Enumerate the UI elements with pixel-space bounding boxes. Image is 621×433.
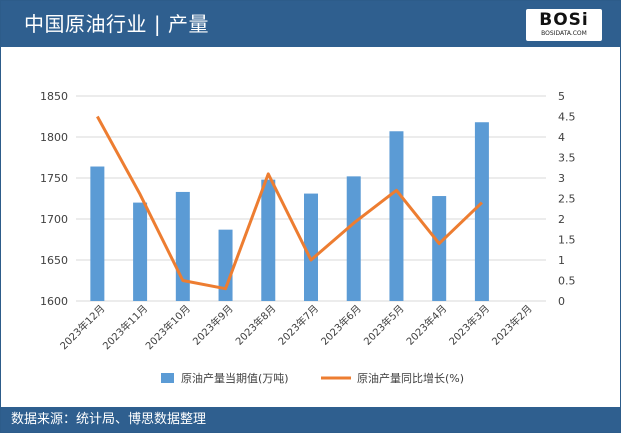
x-tick-label: 2023年7月 [275, 302, 321, 348]
y-left-tick-label: 1800 [40, 131, 68, 144]
y-right-tick-label: 0.5 [558, 275, 576, 288]
y-right-tick-label: 2.5 [558, 193, 576, 206]
bar [218, 229, 233, 301]
y-right-tick-label: 2 [558, 213, 565, 226]
y-left-tick-label: 1850 [40, 90, 68, 103]
x-tick-label: 2023年4月 [403, 302, 449, 348]
legend-line-label: 原油产量同比增长(%) [357, 371, 464, 385]
logo-subtext: BOSIDATA.COM [541, 30, 587, 37]
bar [304, 193, 318, 301]
x-tick-label: 2023年8月 [233, 302, 279, 348]
x-tick-label: 2023年10月 [143, 302, 193, 352]
growth-line [96, 115, 483, 291]
x-tick-label: 2023年9月 [190, 302, 236, 348]
y-left-tick-label: 1600 [40, 295, 68, 308]
bar [133, 202, 148, 301]
bar [261, 179, 276, 301]
y-right-tick-label: 4 [558, 131, 565, 144]
data-source: 数据来源：统计局、博思数据整理 [11, 412, 207, 427]
header-bar: 中国原油行业 | 产量 BOSi BOSIDATA.COM [1, 1, 620, 47]
footer-bar: 数据来源：统计局、博思数据整理 [1, 407, 620, 432]
y-right-tick-label: 3.5 [558, 152, 576, 165]
bar [389, 131, 404, 301]
page-title: 中国原油行业 | 产量 [24, 12, 209, 36]
y-right-tick-label: 1.5 [558, 234, 576, 247]
legend-bar-label: 原油产量当期值(万吨) [181, 371, 289, 385]
bosi-logo: BOSi BOSIDATA.COM [526, 9, 602, 41]
x-tick-label: 2023年6月 [318, 302, 364, 348]
bar [175, 191, 190, 301]
y-right-tick-label: 5 [558, 90, 565, 103]
x-tick-label: 2023年11月 [100, 302, 150, 352]
bar [90, 166, 105, 301]
x-tick-label: 2023年3月 [446, 302, 492, 348]
logo-text: BOSi [539, 10, 589, 30]
x-tick-label: 2023年12月 [57, 302, 107, 352]
y-left-tick-label: 1700 [40, 213, 68, 226]
x-tick-label: 2023年5月 [361, 302, 407, 348]
y-left-tick-label: 1750 [40, 172, 68, 185]
y-right-tick-label: 4.5 [558, 111, 576, 124]
y-right-tick-label: 3 [558, 172, 565, 185]
production-chart: 1600 1650 1700 1750 1800 1850 0 0.5 1 1.5 2 2.5 3 3.5… [40, 90, 576, 385]
y-right-tick-label: 0 [558, 295, 565, 308]
y-left-tick-label: 1650 [40, 254, 68, 267]
legend-bar-swatch [161, 373, 174, 383]
bar [474, 122, 489, 302]
bar [346, 176, 361, 301]
y-right-tick-label: 1 [558, 254, 565, 267]
bar [432, 196, 447, 301]
x-tick-label: 2023年2月 [489, 302, 535, 348]
